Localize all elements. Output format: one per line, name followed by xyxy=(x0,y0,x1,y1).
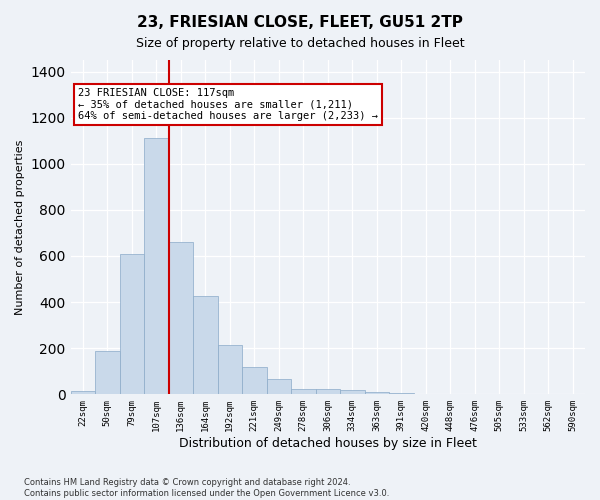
Text: 23 FRIESIAN CLOSE: 117sqm
← 35% of detached houses are smaller (1,211)
64% of se: 23 FRIESIAN CLOSE: 117sqm ← 35% of detac… xyxy=(78,88,378,121)
Bar xyxy=(193,296,218,394)
Bar xyxy=(95,350,119,395)
Bar xyxy=(340,390,365,394)
Bar xyxy=(291,388,316,394)
Bar xyxy=(218,345,242,395)
X-axis label: Distribution of detached houses by size in Fleet: Distribution of detached houses by size … xyxy=(179,437,477,450)
Bar xyxy=(169,242,193,394)
Bar xyxy=(71,391,95,394)
Bar xyxy=(365,392,389,394)
Text: Size of property relative to detached houses in Fleet: Size of property relative to detached ho… xyxy=(136,38,464,51)
Bar xyxy=(144,138,169,394)
Bar xyxy=(119,254,144,394)
Bar xyxy=(389,393,413,394)
Text: Contains HM Land Registry data © Crown copyright and database right 2024.
Contai: Contains HM Land Registry data © Crown c… xyxy=(24,478,389,498)
Text: 23, FRIESIAN CLOSE, FLEET, GU51 2TP: 23, FRIESIAN CLOSE, FLEET, GU51 2TP xyxy=(137,15,463,30)
Bar xyxy=(242,366,266,394)
Bar xyxy=(266,380,291,394)
Y-axis label: Number of detached properties: Number of detached properties xyxy=(15,140,25,315)
Bar xyxy=(316,388,340,394)
